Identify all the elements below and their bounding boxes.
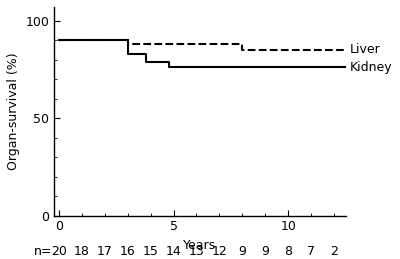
Text: 18: 18 bbox=[74, 245, 90, 258]
Text: 14: 14 bbox=[166, 245, 181, 258]
Text: Kidney: Kidney bbox=[350, 61, 393, 74]
Text: 9: 9 bbox=[261, 245, 269, 258]
X-axis label: Years: Years bbox=[183, 239, 216, 252]
Text: 16: 16 bbox=[120, 245, 136, 258]
Text: Liver: Liver bbox=[350, 43, 381, 56]
Text: 15: 15 bbox=[143, 245, 158, 258]
Text: 20: 20 bbox=[51, 245, 67, 258]
Text: 12: 12 bbox=[212, 245, 227, 258]
Text: n=: n= bbox=[34, 245, 53, 258]
Text: 9: 9 bbox=[238, 245, 246, 258]
Text: 13: 13 bbox=[188, 245, 204, 258]
Text: 8: 8 bbox=[284, 245, 292, 258]
Text: 17: 17 bbox=[97, 245, 113, 258]
Y-axis label: Organ-survival (%): Organ-survival (%) bbox=[7, 53, 20, 170]
Text: 2: 2 bbox=[330, 245, 338, 258]
Text: 7: 7 bbox=[307, 245, 315, 258]
